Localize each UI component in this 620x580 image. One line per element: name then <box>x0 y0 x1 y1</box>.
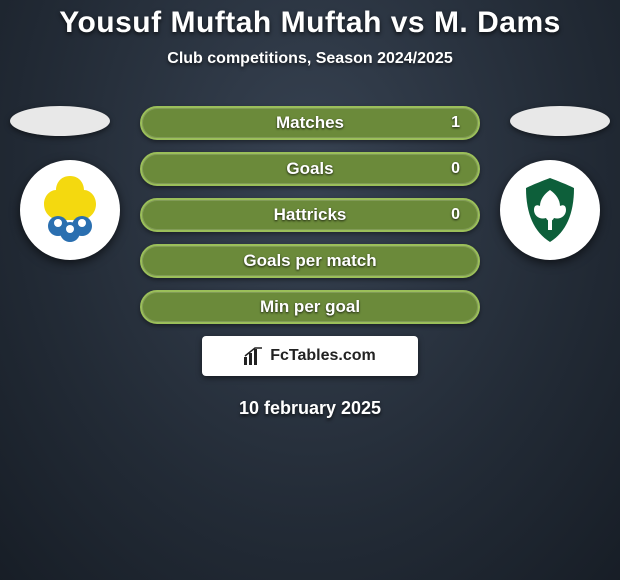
stat-right-value: 0 <box>451 206 460 224</box>
page-title: Yousuf Muftah Muftah vs M. Dams <box>0 0 620 40</box>
subtitle: Club competitions, Season 2024/2025 <box>0 50 620 68</box>
stat-row: Min per goal <box>140 290 480 324</box>
player-right-placeholder <box>510 106 610 136</box>
comparison-arena: Matches 1 Goals 0 Hattricks 0 Goals per … <box>0 106 620 419</box>
stat-label: Goals <box>286 159 333 179</box>
stat-row: Hattricks 0 <box>140 198 480 232</box>
stats-list: Matches 1 Goals 0 Hattricks 0 Goals per … <box>140 106 480 324</box>
stat-label: Min per goal <box>260 297 360 317</box>
stat-right-value: 1 <box>451 114 460 132</box>
club-badge-right <box>500 160 600 260</box>
club-right-crest-icon <box>510 170 590 250</box>
club-badge-left <box>20 160 120 260</box>
stat-label: Goals per match <box>243 251 376 271</box>
club-left-crest-icon <box>30 170 110 250</box>
player-left-placeholder <box>10 106 110 136</box>
stat-row: Goals per match <box>140 244 480 278</box>
stat-row: Matches 1 <box>140 106 480 140</box>
brand-box: FcTables.com <box>202 336 418 376</box>
stat-row: Goals 0 <box>140 152 480 186</box>
stat-label: Matches <box>276 113 344 133</box>
stat-label: Hattricks <box>274 205 347 225</box>
brand-text: FcTables.com <box>270 347 376 365</box>
stat-right-value: 0 <box>451 160 460 178</box>
date-line: 10 february 2025 <box>0 398 620 419</box>
bar-chart-icon <box>244 347 264 365</box>
